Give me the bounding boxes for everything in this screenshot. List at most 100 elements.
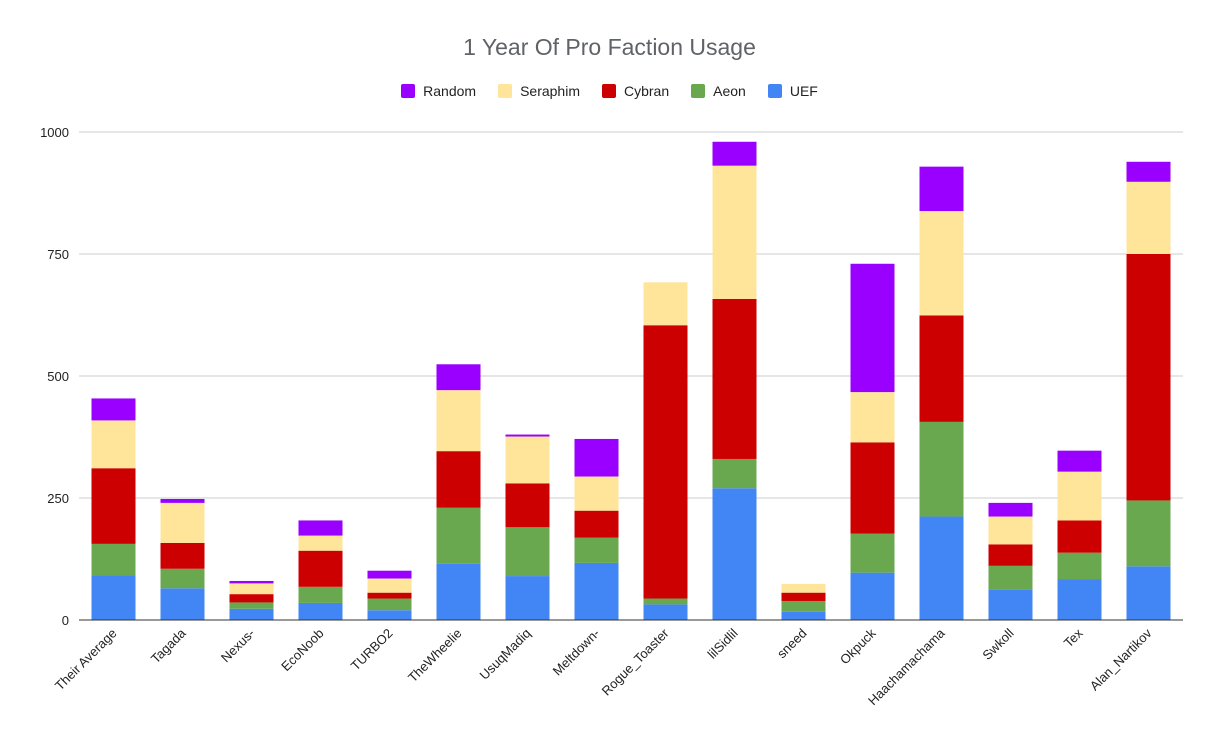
bar-seraphim-9[interactable] (712, 165, 757, 299)
bar-random-11[interactable] (850, 263, 895, 393)
bar-stack-11[interactable] (850, 263, 895, 620)
bar-uef-3[interactable] (298, 602, 343, 620)
bar-seraphim-13[interactable] (988, 516, 1033, 545)
bar-seraphim-2[interactable] (229, 583, 274, 595)
bar-random-9[interactable] (712, 141, 757, 166)
bar-cybran-10[interactable] (781, 592, 826, 601)
bar-cybran-9[interactable] (712, 298, 757, 459)
legend-item-cybran[interactable]: Cybran (602, 83, 669, 99)
bar-cybran-14[interactable] (1057, 520, 1102, 553)
bar-aeon-12[interactable] (919, 421, 964, 517)
bar-stack-3[interactable] (298, 520, 343, 620)
bar-aeon-11[interactable] (850, 533, 895, 573)
legend-item-seraphim[interactable]: Seraphim (498, 83, 580, 99)
bar-uef-14[interactable] (1057, 579, 1102, 620)
bar-uef-6[interactable] (505, 576, 550, 620)
bar-aeon-3[interactable] (298, 586, 343, 603)
bar-seraphim-12[interactable] (919, 211, 964, 316)
bar-aeon-1[interactable] (160, 568, 205, 589)
bar-stack-6[interactable] (505, 434, 550, 620)
bar-cybran-3[interactable] (298, 550, 343, 587)
bar-cybran-0[interactable] (91, 468, 136, 544)
bar-cybran-12[interactable] (919, 315, 964, 422)
bar-aeon-7[interactable] (574, 537, 619, 563)
bar-seraphim-3[interactable] (298, 535, 343, 551)
bar-cybran-6[interactable] (505, 483, 550, 528)
bar-aeon-2[interactable] (229, 602, 274, 609)
bar-seraphim-4[interactable] (367, 578, 412, 593)
bar-uef-0[interactable] (91, 575, 136, 620)
bar-random-2[interactable] (229, 580, 274, 584)
bar-stack-0[interactable] (91, 398, 136, 620)
bar-seraphim-8[interactable] (643, 282, 688, 326)
bar-seraphim-6[interactable] (505, 436, 550, 484)
bar-stack-15[interactable] (1126, 161, 1171, 620)
bar-random-7[interactable] (574, 438, 619, 477)
bar-aeon-9[interactable] (712, 458, 757, 489)
bar-cybran-11[interactable] (850, 442, 895, 534)
bar-cybran-2[interactable] (229, 594, 274, 603)
bar-stack-1[interactable] (160, 498, 205, 620)
bar-random-13[interactable] (988, 502, 1033, 517)
bar-cybran-4[interactable] (367, 592, 412, 599)
bar-cybran-7[interactable] (574, 510, 619, 538)
bar-seraphim-0[interactable] (91, 420, 136, 469)
bar-stack-5[interactable] (436, 364, 481, 620)
bar-aeon-0[interactable] (91, 543, 136, 576)
bar-uef-5[interactable] (436, 563, 481, 620)
bar-cybran-15[interactable] (1126, 254, 1171, 501)
bar-random-0[interactable] (91, 398, 136, 421)
bar-stack-13[interactable] (988, 502, 1033, 620)
bar-seraphim-7[interactable] (574, 476, 619, 511)
bar-stack-14[interactable] (1057, 450, 1102, 620)
bar-random-15[interactable] (1126, 161, 1171, 182)
bar-uef-13[interactable] (988, 589, 1033, 620)
bar-aeon-5[interactable] (436, 507, 481, 564)
bar-random-6[interactable] (505, 434, 550, 437)
bar-aeon-10[interactable] (781, 600, 826, 612)
bar-cybran-5[interactable] (436, 451, 481, 508)
legend-item-aeon[interactable]: Aeon (691, 83, 746, 99)
bar-random-5[interactable] (436, 364, 481, 391)
bar-stack-2[interactable] (229, 580, 274, 620)
bar-aeon-14[interactable] (1057, 552, 1102, 580)
bar-seraphim-11[interactable] (850, 392, 895, 443)
bar-uef-11[interactable] (850, 572, 895, 620)
bar-uef-4[interactable] (367, 610, 412, 620)
bar-random-3[interactable] (298, 520, 343, 536)
bar-seraphim-1[interactable] (160, 502, 205, 543)
bar-random-12[interactable] (919, 166, 964, 212)
bar-uef-2[interactable] (229, 608, 274, 620)
bar-uef-7[interactable] (574, 562, 619, 620)
bar-stack-8[interactable] (643, 282, 688, 620)
bar-random-1[interactable] (160, 498, 205, 503)
bar-aeon-15[interactable] (1126, 500, 1171, 567)
legend-swatch-seraphim (498, 84, 513, 98)
bar-uef-10[interactable] (781, 611, 826, 620)
bar-uef-1[interactable] (160, 588, 205, 620)
bar-uef-8[interactable] (643, 604, 688, 620)
bar-uef-15[interactable] (1126, 566, 1171, 620)
bar-stack-12[interactable] (919, 166, 964, 620)
bar-stack-4[interactable] (367, 570, 412, 620)
bar-seraphim-14[interactable] (1057, 471, 1102, 521)
bar-random-14[interactable] (1057, 450, 1102, 472)
bar-seraphim-10[interactable] (781, 583, 826, 593)
bar-uef-9[interactable] (712, 488, 757, 620)
bar-stack-10[interactable] (781, 583, 826, 620)
bar-aeon-4[interactable] (367, 598, 412, 611)
bar-stack-9[interactable] (712, 141, 757, 620)
bar-aeon-6[interactable] (505, 527, 550, 577)
bar-cybran-13[interactable] (988, 544, 1033, 566)
bar-random-4[interactable] (367, 570, 412, 579)
bar-aeon-8[interactable] (643, 598, 688, 605)
bar-aeon-13[interactable] (988, 565, 1033, 590)
bar-uef-12[interactable] (919, 516, 964, 620)
bar-cybran-1[interactable] (160, 542, 205, 569)
legend-item-uef[interactable]: UEF (767, 83, 818, 99)
bar-stack-7[interactable] (574, 438, 619, 620)
bar-seraphim-15[interactable] (1126, 181, 1171, 254)
legend-item-random[interactable]: Random (401, 83, 476, 99)
bar-seraphim-5[interactable] (436, 390, 481, 452)
bar-cybran-8[interactable] (643, 325, 688, 599)
